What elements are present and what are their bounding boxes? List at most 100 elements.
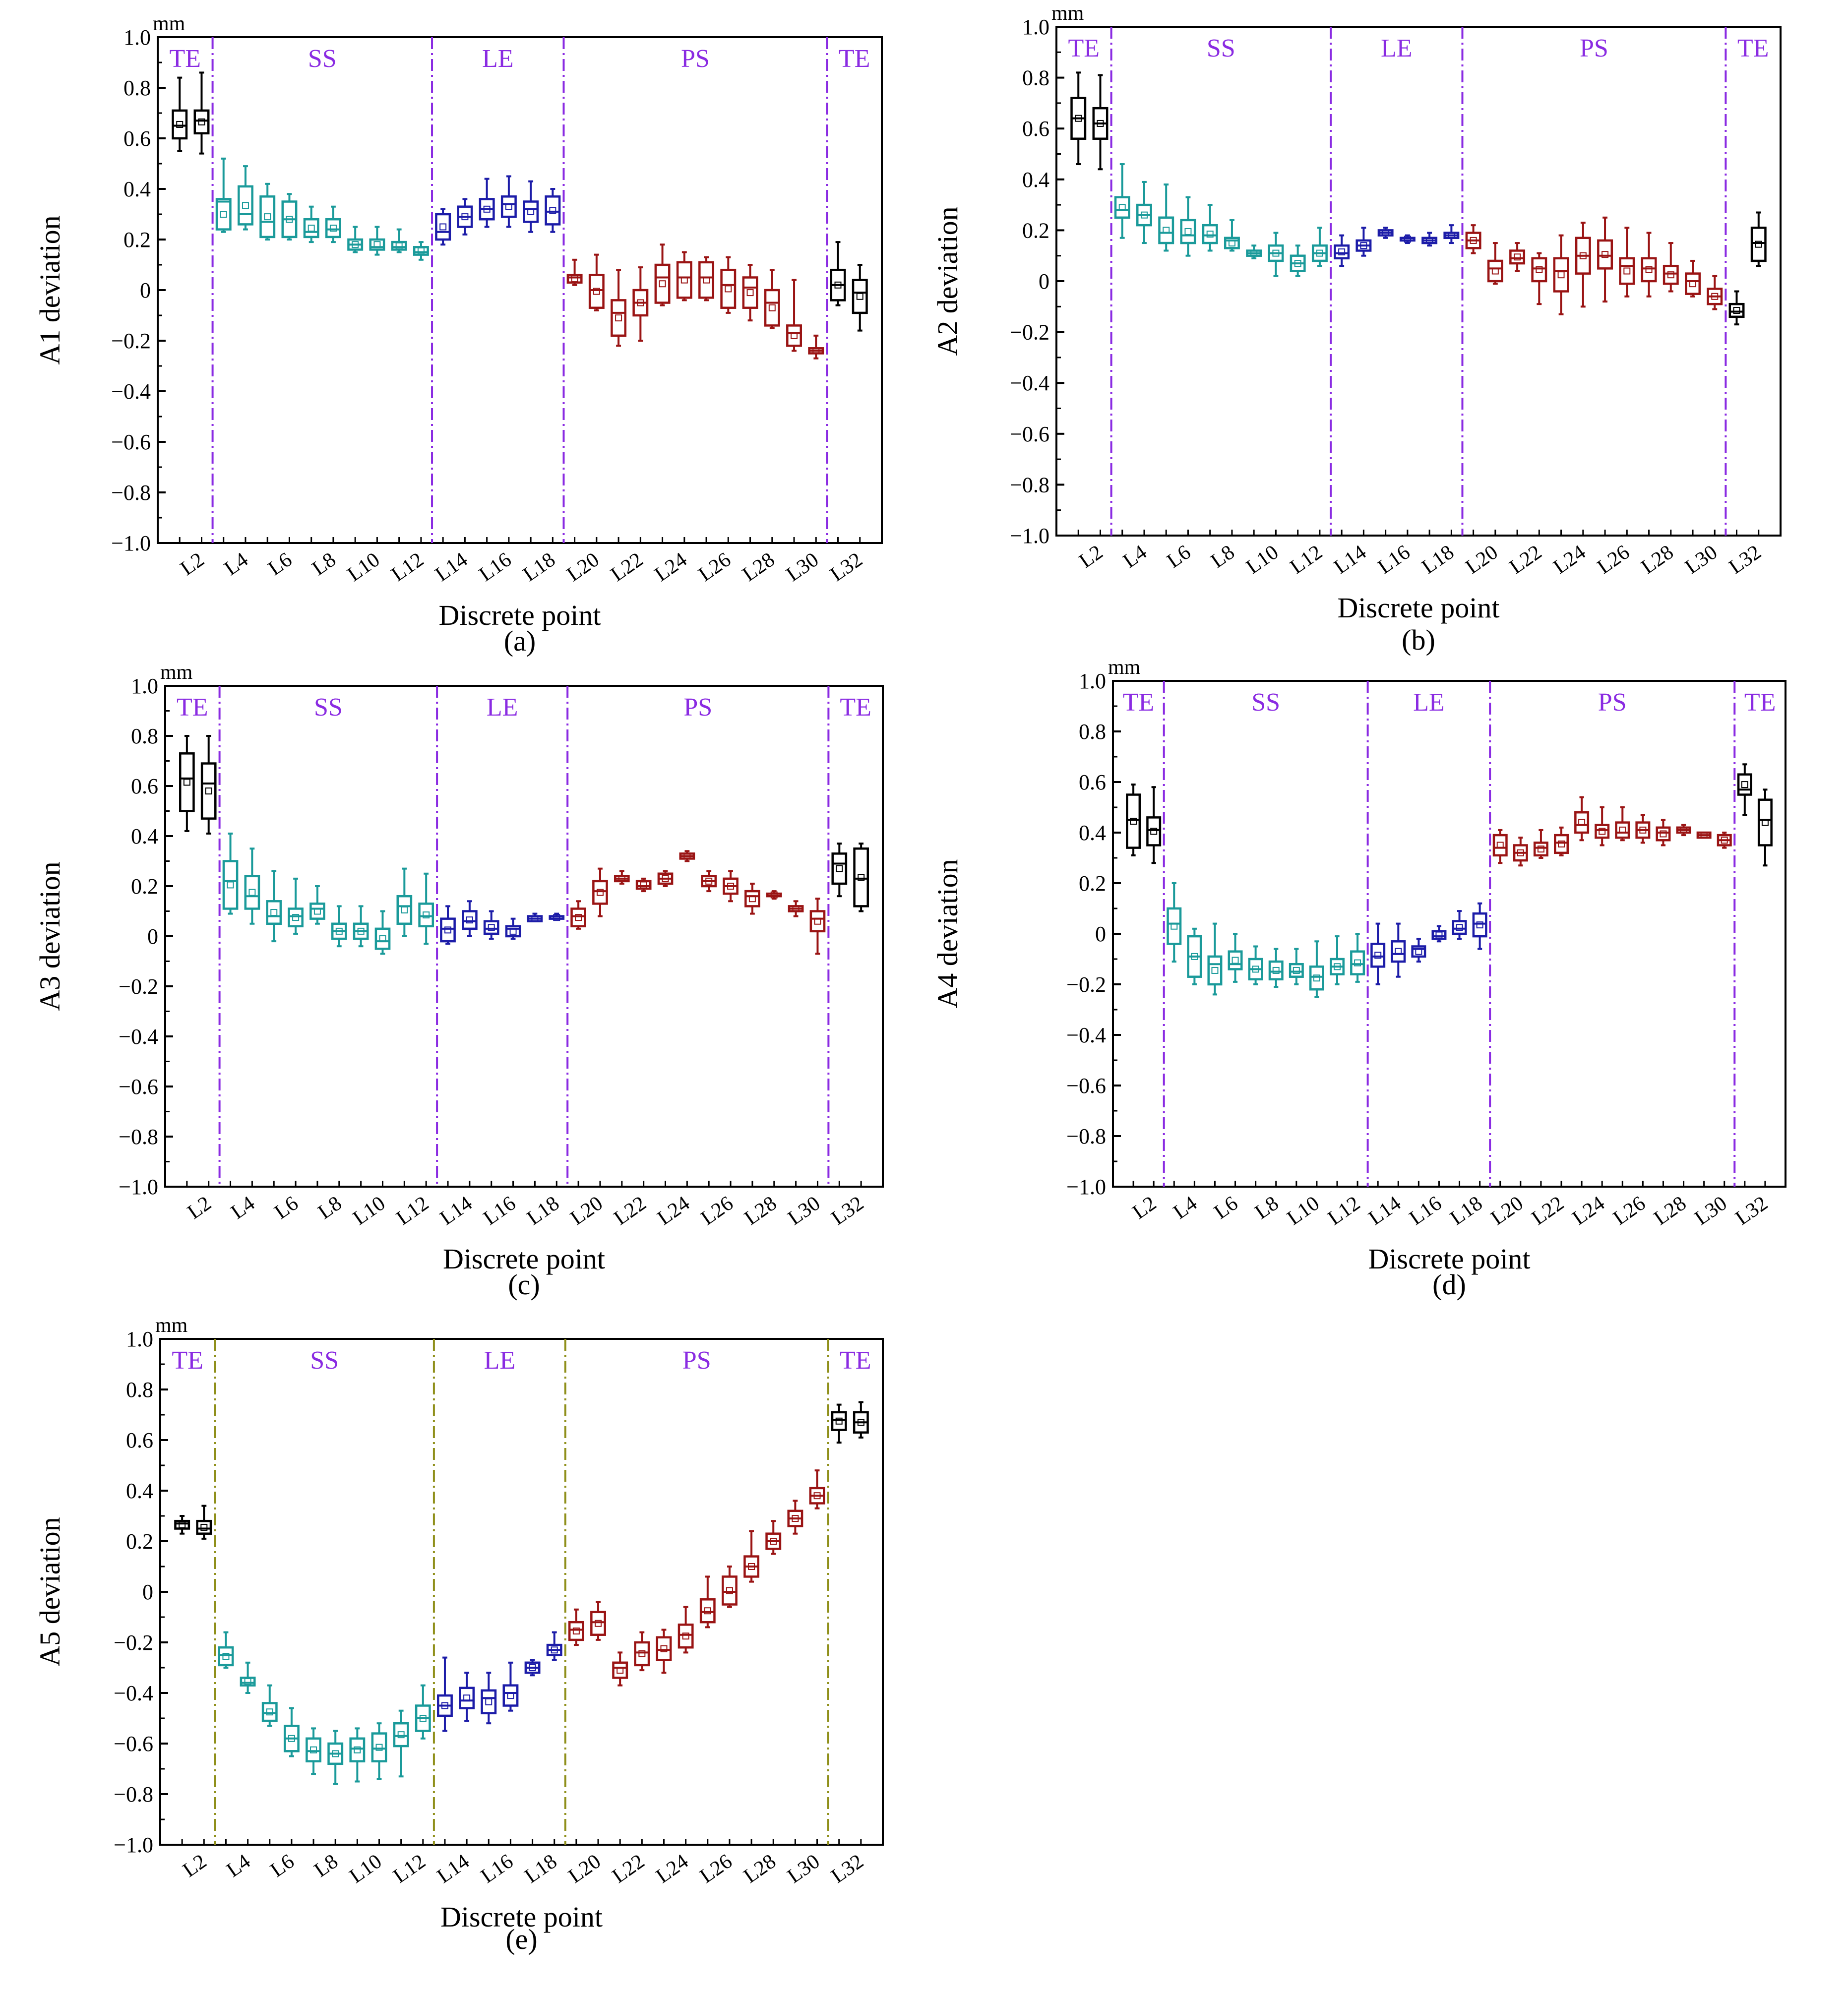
box — [1492, 834, 1508, 857]
mean-marker — [200, 1523, 208, 1531]
x-tick-label: L24 — [651, 548, 691, 586]
mean-marker — [1426, 237, 1433, 244]
mean-marker — [1250, 249, 1258, 257]
box-item — [1554, 826, 1569, 856]
mean-marker — [417, 247, 425, 254]
x-tick-label: L18 — [521, 1850, 561, 1888]
box-item — [396, 867, 413, 937]
y-tick-label: 0.4 — [1079, 821, 1106, 845]
box-item — [1268, 232, 1284, 277]
box-item — [288, 877, 304, 935]
y-tick-label: 1.0 — [1022, 15, 1049, 39]
mean-marker — [705, 877, 713, 885]
region-label: PS — [682, 1346, 711, 1375]
box — [676, 261, 692, 299]
box-item — [1472, 902, 1487, 950]
box-item — [479, 178, 495, 228]
mean-marker — [227, 881, 234, 889]
box-item — [635, 877, 652, 893]
box-item — [676, 251, 692, 302]
box-item — [1509, 242, 1526, 272]
unit-label: mm — [160, 661, 193, 684]
x-tick-label: L6 — [1163, 541, 1195, 573]
mean-marker — [423, 911, 430, 919]
mean-marker — [792, 1515, 799, 1522]
y-tick-label: 0 — [147, 924, 158, 949]
region-label: TE — [177, 693, 208, 722]
mean-marker — [637, 299, 644, 306]
y-tick-label: 0.8 — [123, 76, 151, 100]
box — [852, 279, 868, 314]
mean-marker — [1191, 953, 1198, 960]
y-tick-label: −0.4 — [111, 379, 151, 404]
mean-marker — [571, 275, 578, 283]
mean-marker — [1293, 966, 1300, 974]
y-tick-label: 0.6 — [1022, 117, 1049, 141]
box-item — [238, 165, 253, 231]
x-axis-label: Discrete point — [439, 599, 601, 631]
box-item — [325, 205, 341, 243]
x-tick-label: L6 — [264, 548, 297, 580]
unit-label: mm — [153, 12, 185, 35]
unit-label: mm — [1108, 656, 1141, 679]
box-item — [415, 1684, 431, 1740]
box — [1509, 249, 1526, 265]
box-item — [172, 76, 188, 152]
box-item — [1513, 837, 1528, 867]
mean-marker — [270, 909, 278, 916]
box — [611, 299, 627, 337]
box-item — [259, 182, 276, 241]
x-tick-label: L16 — [477, 1850, 517, 1888]
box-item — [654, 243, 671, 306]
panel-c: 1.0 0.8 0.6 0.4 0.2 0 −0.2 −0.4 −0.6 −0.8 −1.0 mm A3… — [34, 661, 884, 1301]
box — [1126, 793, 1141, 849]
mean-marker — [1448, 232, 1455, 239]
y-tick-label: 0.2 — [1022, 218, 1049, 242]
mean-marker — [463, 1694, 471, 1702]
x-tick-label: L24 — [1549, 541, 1590, 579]
region-label: TE — [1068, 34, 1100, 62]
mean-marker — [812, 347, 820, 355]
x-tick-label: L10 — [343, 548, 384, 586]
y-tick-label: 0.4 — [1022, 168, 1049, 192]
box-item — [742, 264, 758, 322]
mean-marker — [1435, 931, 1443, 939]
mean-marker — [1313, 974, 1320, 982]
x-tick-label: L14 — [431, 548, 472, 586]
y-axis-label: A3 deviation — [34, 861, 66, 1011]
box — [1334, 244, 1350, 260]
box — [1574, 811, 1590, 834]
box — [374, 927, 391, 950]
y-tick-label: 0.2 — [1079, 871, 1106, 896]
mean-marker — [1623, 267, 1631, 275]
mean-marker — [1645, 266, 1653, 273]
box-item — [1757, 788, 1773, 867]
y-tick-label: 0.8 — [1079, 720, 1106, 744]
box — [722, 1575, 738, 1606]
box-item — [527, 912, 543, 922]
mean-marker — [616, 1667, 624, 1674]
region-label: SS — [308, 45, 337, 73]
x-tick-label: L30 — [1691, 1192, 1731, 1230]
box — [1533, 842, 1548, 857]
mean-marker — [1338, 248, 1346, 256]
mean-marker — [1294, 260, 1301, 267]
box-item — [632, 266, 649, 342]
box-item — [347, 226, 364, 253]
box — [440, 917, 456, 943]
y-tick-label: 1.0 — [126, 1327, 153, 1351]
panel-b: 1.0 0.8 0.6 0.4 0.2 0 −0.2 −0.4 −0.6 −0.8 −1.0 mm A2… — [931, 2, 1782, 656]
mean-marker — [813, 1492, 821, 1500]
box-item — [592, 867, 608, 917]
box-item — [303, 205, 319, 243]
box-item — [722, 1566, 738, 1608]
mean-marker — [310, 1746, 317, 1753]
box — [568, 1621, 584, 1641]
box — [1309, 965, 1324, 991]
box — [1553, 257, 1569, 293]
box-item — [1070, 71, 1087, 166]
plot-frame — [164, 685, 884, 1188]
box — [259, 195, 276, 239]
box-item — [720, 256, 737, 314]
box — [1202, 224, 1218, 244]
